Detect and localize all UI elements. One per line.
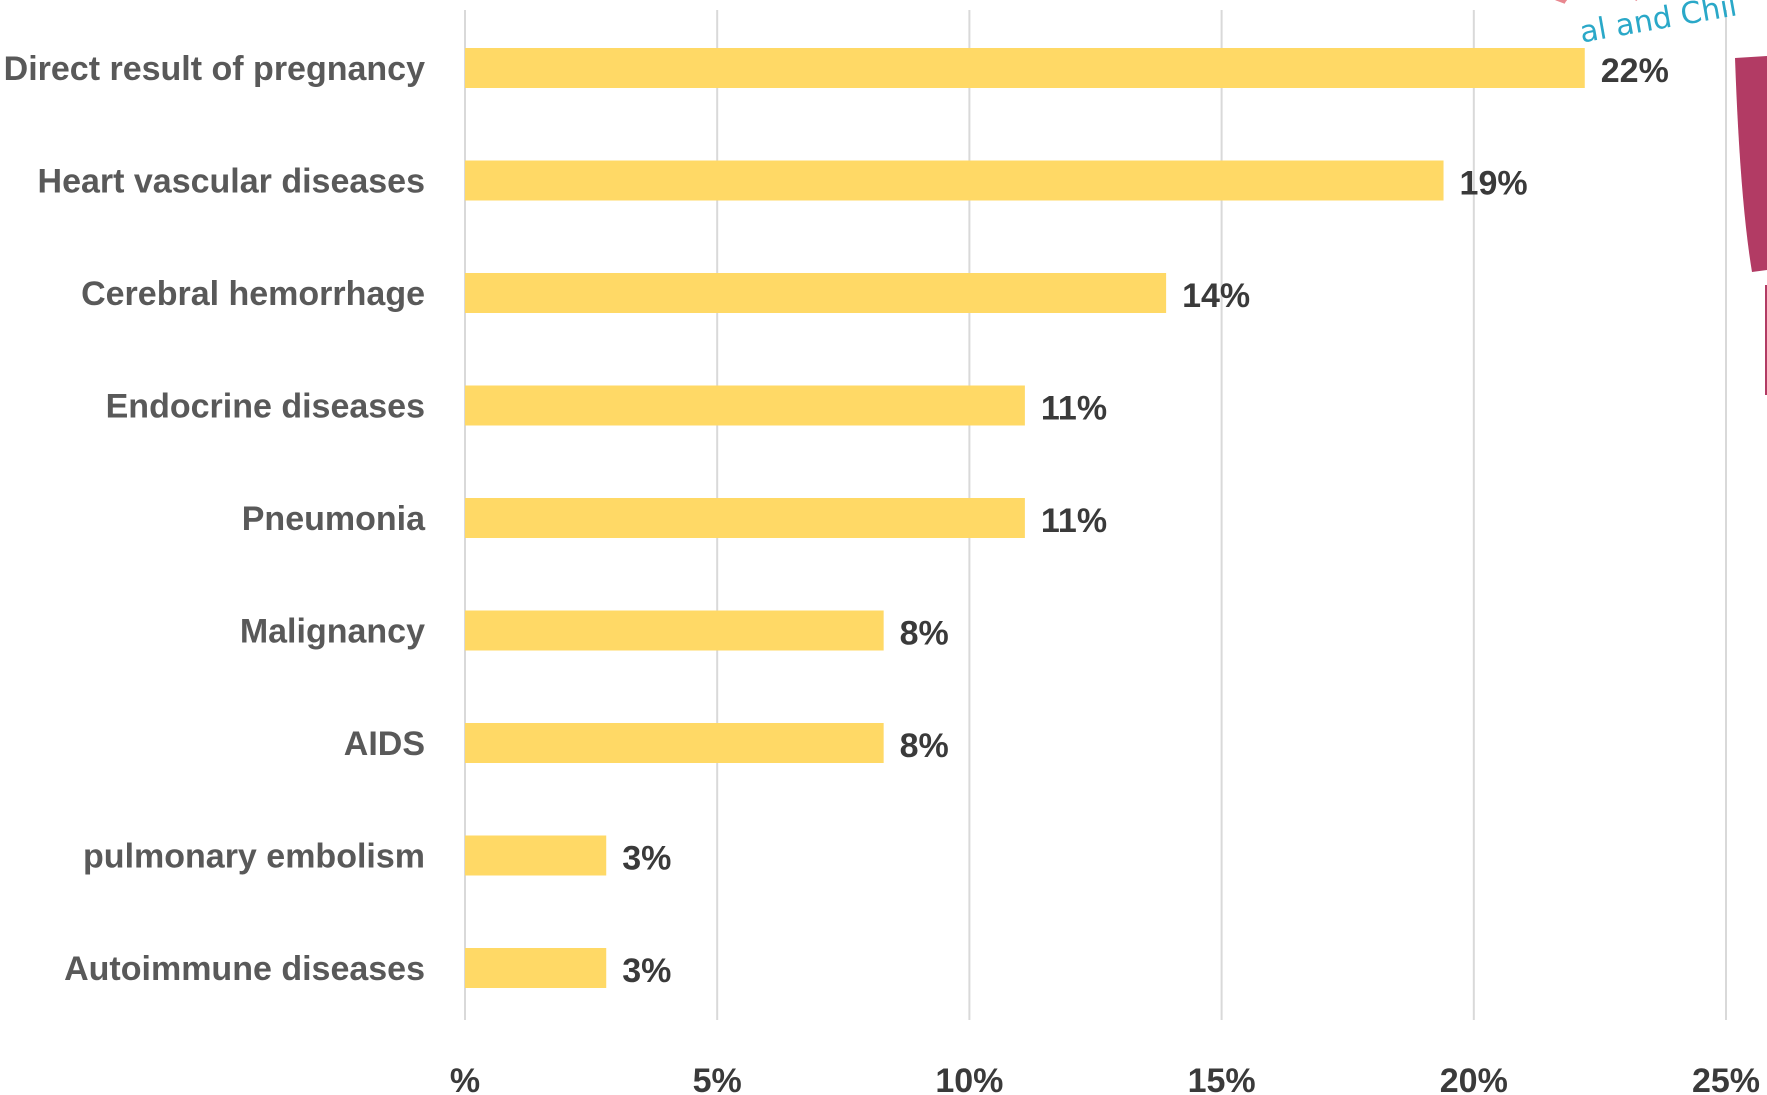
bar bbox=[465, 498, 1025, 538]
x-tick-label: 20% bbox=[1440, 1062, 1508, 1095]
value-label: 3% bbox=[622, 952, 671, 990]
logo-text: al and Chil bbox=[1577, 0, 1740, 50]
category-label: Autoimmune diseases bbox=[64, 950, 425, 988]
value-labels: 22% 19% 14% 11% 11% 8% 8% 3% 3% bbox=[622, 52, 1669, 990]
bar bbox=[465, 948, 607, 988]
value-label: 19% bbox=[1460, 165, 1528, 203]
x-tick-label: 5% bbox=[693, 1062, 742, 1095]
x-tick-label: % bbox=[450, 1062, 480, 1095]
category-label: Direct result of pregnancy bbox=[4, 50, 425, 88]
bars bbox=[465, 48, 1585, 988]
bar bbox=[465, 273, 1167, 313]
bar bbox=[465, 160, 1444, 201]
value-label: 14% bbox=[1182, 277, 1250, 315]
bar bbox=[465, 835, 607, 876]
bar bbox=[465, 723, 884, 763]
bar bbox=[465, 385, 1025, 426]
category-label: Malignancy bbox=[240, 613, 425, 651]
value-label: 8% bbox=[900, 615, 949, 653]
x-tick-label: 15% bbox=[1188, 1062, 1256, 1095]
value-label: 11% bbox=[1041, 502, 1107, 540]
value-label: 8% bbox=[900, 727, 949, 765]
category-labels: Direct result of pregnancy Heart vascular… bbox=[4, 50, 426, 988]
category-label: Endocrine diseases bbox=[106, 388, 425, 426]
x-tick-label: 10% bbox=[935, 1062, 1003, 1095]
category-label: Pneumonia bbox=[242, 500, 426, 538]
category-label: AIDS bbox=[344, 725, 425, 763]
x-axis-tick-labels: % 5% 10% 15% 20% 25% bbox=[450, 1062, 1760, 1095]
category-label: pulmonary embolism bbox=[83, 838, 425, 876]
logo-bar-shape bbox=[1735, 56, 1767, 272]
logo-ring-arc bbox=[1555, 0, 1638, 5]
value-label: 3% bbox=[622, 840, 671, 878]
category-label: Cerebral hemorrhage bbox=[81, 275, 425, 313]
bar bbox=[465, 48, 1585, 88]
category-label: Heart vascular diseases bbox=[38, 163, 425, 201]
x-tick-label: 25% bbox=[1692, 1062, 1760, 1095]
bar bbox=[465, 610, 884, 651]
value-label: 22% bbox=[1601, 52, 1669, 90]
value-label: 11% bbox=[1041, 390, 1107, 428]
